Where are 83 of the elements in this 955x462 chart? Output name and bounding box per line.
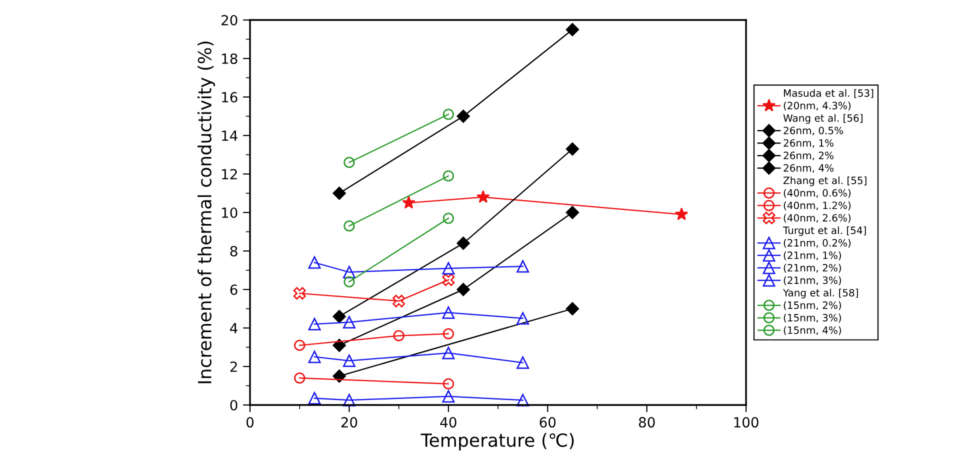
point: [566, 23, 580, 36]
legend-label: 26nm, 1%: [784, 139, 834, 148]
point: [674, 207, 688, 220]
legend-label: 26nm, 2%: [784, 152, 834, 160]
legend-label: 26nm, 0.5%: [784, 126, 844, 136]
y-tick-label: 4: [230, 323, 238, 334]
point: [332, 338, 346, 352]
point: [516, 312, 530, 325]
point: [456, 236, 470, 250]
point: [442, 170, 454, 182]
point: [332, 186, 346, 200]
point: [442, 390, 455, 403]
point: [293, 287, 306, 300]
y-tick-label: 18: [222, 53, 238, 64]
point: [332, 370, 346, 383]
point: [442, 274, 455, 286]
x-tick-label: 80: [638, 417, 655, 428]
point: [344, 156, 355, 168]
point: [456, 110, 470, 123]
point: [566, 206, 580, 220]
legend-label: (21nm, 1%): [784, 251, 841, 260]
legend-label: 26nm, 4%: [784, 164, 834, 173]
legend-label: (21nm, 3%): [784, 276, 841, 286]
text: Zhang et al. [55]: [783, 176, 866, 186]
point: [332, 310, 346, 324]
y-tick-label: 14: [222, 130, 238, 141]
point: [516, 260, 530, 273]
text: Wang et al. [56]: [783, 114, 862, 124]
legend-label: (40nm, 0.6%): [784, 188, 851, 198]
text: Turgut et al. [54]: [782, 226, 866, 236]
legend-label: (15nm, 2%): [784, 301, 841, 310]
legend-label: (20nm, 4.3%): [784, 102, 851, 111]
y-tick-label: 16: [222, 92, 238, 102]
point: [342, 354, 356, 367]
point: [308, 350, 321, 364]
y-tick-label: 20: [222, 14, 238, 26]
x-tick-label: 40: [440, 417, 456, 428]
x-axis-title: Temperature (℃): [420, 433, 574, 450]
point: [342, 266, 356, 278]
x-tick-label: 100: [734, 417, 758, 428]
legend-label: (40nm, 1.2%): [784, 201, 851, 210]
y-tick-label: 0: [230, 400, 238, 410]
x-tick-label: 60: [540, 417, 556, 428]
point: [442, 328, 454, 340]
point: [294, 372, 306, 384]
point: [456, 282, 470, 296]
point: [308, 318, 321, 330]
point: [392, 294, 406, 308]
point: [342, 316, 356, 328]
text: Masuda et al. [53]: [784, 89, 874, 98]
y-tick-label: 2: [230, 361, 237, 372]
y-tick-label: 6: [230, 284, 238, 295]
legend-label: (15nm, 3%): [784, 314, 841, 323]
legend-label: (15nm, 4%): [784, 326, 841, 336]
point: [294, 340, 306, 351]
legend-label: (21nm, 0.2%): [784, 238, 851, 248]
y-tick-label: 10: [222, 207, 238, 218]
y-tick-label: 12: [222, 168, 237, 180]
text: Yang et al. [58]: [782, 288, 858, 298]
point: [442, 378, 454, 390]
point: [516, 394, 530, 406]
point: [566, 142, 580, 156]
point: [393, 330, 404, 342]
y-tick-label: 8: [230, 246, 238, 256]
point: [442, 262, 455, 275]
point: [476, 190, 490, 203]
point: [308, 392, 321, 404]
point: [344, 220, 355, 232]
x-tick-label: 20: [341, 417, 358, 428]
point: [442, 212, 454, 224]
x-tick-label: 0: [246, 417, 254, 428]
point: [516, 356, 530, 369]
point: [566, 302, 580, 316]
legend-label: (21nm, 2%): [784, 264, 841, 273]
y-axis-title: Increment of thermal conductivity (%): [198, 42, 215, 384]
point: [442, 108, 454, 120]
point: [344, 276, 355, 288]
point: [402, 196, 416, 209]
point: [342, 394, 356, 406]
point: [308, 256, 321, 269]
legend-label: (40nm, 2.6%): [784, 214, 851, 223]
point: [442, 306, 455, 319]
point: [442, 346, 455, 360]
